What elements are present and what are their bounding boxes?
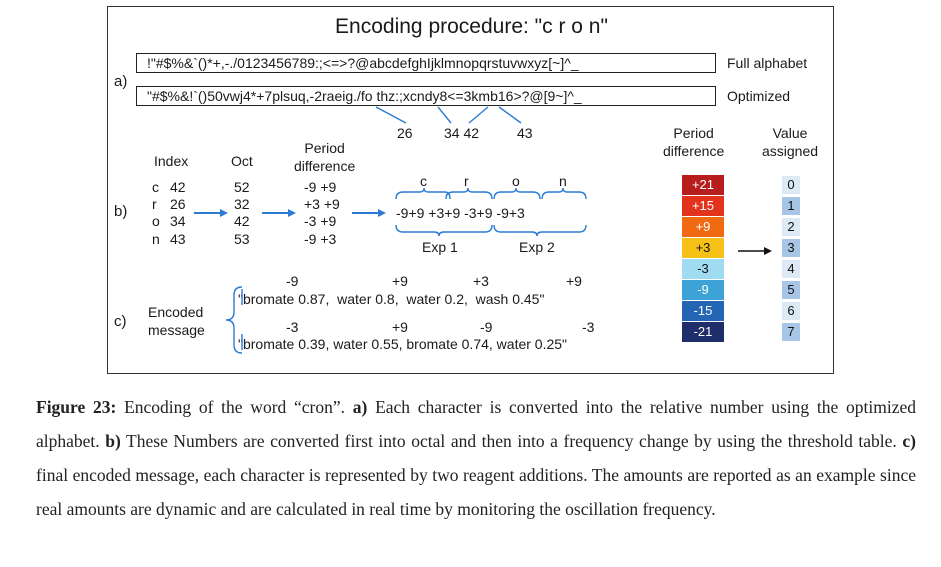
sequence-letter-c: c xyxy=(420,173,427,189)
msg2-diff-4: -3 xyxy=(582,319,595,335)
caption-text-b: These Numbers are converted first into o… xyxy=(120,431,903,451)
encoded-message-label: Encoded message xyxy=(148,304,205,338)
brace-encoded-messages xyxy=(225,286,243,354)
row-o-diff: -3 +9 xyxy=(304,213,337,229)
scale-cell: +15 xyxy=(682,196,724,216)
msg1-diff-2: +9 xyxy=(392,273,408,289)
scale-cell: +9 xyxy=(682,217,724,237)
msg2-diff-3: -9 xyxy=(480,319,493,335)
caption-a-label: a) xyxy=(352,397,368,417)
period-difference-header: Period difference xyxy=(294,140,356,174)
msg1-diff-3: +3 xyxy=(473,273,489,289)
arrow-head-3 xyxy=(378,209,386,217)
brace-exp-2 xyxy=(493,224,587,237)
full-alphabet-text: !"#$%&`()*+,-./0123456789:;<=>?@abcdefgh… xyxy=(147,55,579,71)
scale-header-value: Value assigned xyxy=(762,125,819,159)
panel-c-letter: c) xyxy=(114,313,127,330)
row-o-oct: 42 xyxy=(234,213,250,229)
figure-title: Encoding procedure: "c r o n" xyxy=(335,15,608,38)
panel-a-letter: a) xyxy=(114,73,128,90)
figure-caption: Figure 23: Encoding of the word “cron”. … xyxy=(36,390,916,526)
table-arrow-head xyxy=(764,247,772,255)
full-alphabet-label: Full alphabet xyxy=(727,55,808,71)
index-header: Index xyxy=(154,153,189,169)
brace-r xyxy=(445,187,493,200)
oct-header: Oct xyxy=(231,153,253,169)
pointer-line-n xyxy=(498,106,522,124)
row-r-index: 26 xyxy=(170,196,186,212)
scale-cell: +3 xyxy=(682,238,724,258)
value-cell: 3 xyxy=(782,239,800,257)
scale-cell: -15 xyxy=(682,301,724,321)
scale-cell: -21 xyxy=(682,322,724,342)
scale-header-diff: Period difference xyxy=(663,125,725,159)
optimized-alphabet-box: "#$%&!`()50vwj4*+7plsuq,-2raeig./fo thz:… xyxy=(136,86,716,106)
row-r-oct: 32 xyxy=(234,196,250,212)
row-o-index: 34 xyxy=(170,213,186,229)
sequence-letter-o: o xyxy=(512,173,520,189)
row-c-char: c xyxy=(152,179,159,195)
value-cell: 6 xyxy=(782,302,800,320)
position-label-n: 43 xyxy=(517,125,533,141)
exp-1-label: Exp 1 xyxy=(422,239,458,255)
brace-c xyxy=(395,187,451,200)
msg2-diff-1: -3 xyxy=(286,319,299,335)
caption-c-label: c) xyxy=(902,431,916,451)
value-cell: 1 xyxy=(782,197,800,215)
msg2-diff-2: +9 xyxy=(392,319,408,335)
value-cell: 5 xyxy=(782,281,800,299)
value-cell: 4 xyxy=(782,260,800,278)
brace-exp-1 xyxy=(395,224,493,237)
caption-text-c: final encoded message, each character is… xyxy=(36,465,916,519)
position-label-o-c: 34 42 xyxy=(444,125,480,141)
figure-arrows-and-braces xyxy=(194,106,772,354)
value-cell: 2 xyxy=(782,218,800,236)
panel-b-letter: b) xyxy=(114,203,128,220)
sequence-letter-r: r xyxy=(464,173,469,189)
pointer-line-r xyxy=(375,106,407,124)
encoded-message-1: "bromate 0.87, water 0.8, water 0.2, was… xyxy=(238,291,545,307)
row-c-oct: 52 xyxy=(234,179,250,195)
full-alphabet-box: !"#$%&`()*+,-./0123456789:;<=>?@abcdefgh… xyxy=(136,53,716,73)
row-r-char: r xyxy=(152,196,157,212)
row-n-char: n xyxy=(152,231,160,247)
caption-text-1: Encoding of the word “cron”. xyxy=(116,397,353,417)
pointer-line-c xyxy=(468,106,489,124)
row-r-diff: +3 +9 xyxy=(304,196,340,212)
row-c-index: 42 xyxy=(170,179,186,195)
arrow-head-1 xyxy=(220,209,228,217)
exp-2-label: Exp 2 xyxy=(519,239,555,255)
optimized-alphabet-label: Optimized xyxy=(727,88,791,104)
row-n-index: 43 xyxy=(170,231,186,247)
figure-panel: Encoding procedure: "c r o n" a) !"#$%&`… xyxy=(107,6,834,374)
row-n-oct: 53 xyxy=(234,231,250,247)
sequence-letter-n: n xyxy=(559,173,567,189)
row-o-char: o xyxy=(152,213,160,229)
period-sequence: -9+9 +3+9 -3+9 -9+3 xyxy=(396,205,525,221)
optimized-alphabet-text: "#$%&!`()50vwj4*+7plsuq,-2raeig./fo thz:… xyxy=(147,88,582,104)
row-n-diff: -9 +3 xyxy=(304,231,337,247)
brace-n xyxy=(541,187,587,200)
scale-cell: -3 xyxy=(682,259,724,279)
caption-text-a: Each character is converted into the rel… xyxy=(36,397,916,451)
scale-cell: +21 xyxy=(682,175,724,195)
msg1-diff-1: -9 xyxy=(286,273,299,289)
value-cell: 0 xyxy=(782,176,800,194)
caption-b-label: b) xyxy=(105,431,121,451)
caption-label: Figure 23: xyxy=(36,397,117,417)
value-cell: 7 xyxy=(782,323,800,341)
scale-cell: -9 xyxy=(682,280,724,300)
arrow-head-2 xyxy=(288,209,296,217)
brace-o xyxy=(493,187,541,200)
msg1-diff-4: +9 xyxy=(566,273,582,289)
row-c-diff: -9 +9 xyxy=(304,179,337,195)
encoded-message-2: "bromate 0.39, water 0.55, bromate 0.74,… xyxy=(238,336,568,352)
pointer-line-o xyxy=(437,106,452,124)
position-label-r: 26 xyxy=(397,125,413,141)
